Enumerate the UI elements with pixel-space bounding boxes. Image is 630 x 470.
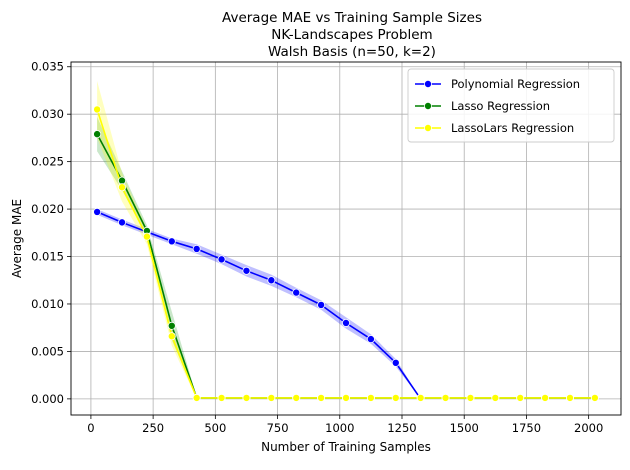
- series-2-point: [491, 393, 500, 402]
- series-1-point: [93, 130, 102, 139]
- legend: Polynomial Regression Lasso Regression Las…: [407, 68, 615, 143]
- legend-entry-label: Polynomial Regression: [451, 77, 580, 91]
- series-2-point: [391, 393, 400, 402]
- y-tick-label: 0.030: [31, 107, 64, 121]
- series-1-band: [97, 117, 595, 399]
- series-2-point: [441, 393, 450, 402]
- series-2-point: [516, 393, 525, 402]
- series-0-point: [242, 266, 251, 275]
- title-line-2: NK-Landscapes Problem: [271, 27, 432, 43]
- series-0-point: [217, 255, 226, 264]
- x-tick-label: 2000: [574, 421, 603, 435]
- series-2-point: [118, 183, 127, 192]
- x-tick-label: 1000: [325, 421, 354, 435]
- series-2-point: [590, 393, 599, 402]
- x-axis-ticks: 0 250 500 750 1000 1250 1500 1750 2000: [87, 415, 603, 435]
- y-axis-label: Average MAE: [10, 199, 24, 278]
- series-0-point: [192, 244, 201, 253]
- x-tick-label: 1250: [387, 421, 416, 435]
- series-1-line: [96, 133, 595, 399]
- series-2-point: [267, 393, 276, 402]
- series-2-line: [96, 109, 595, 399]
- series-1-point: [167, 321, 176, 330]
- series-0-point: [391, 358, 400, 367]
- title-line-3: Walsh Basis (n=50, k=2): [268, 44, 436, 60]
- y-tick-label: 0.020: [31, 202, 64, 216]
- y-tick-label: 0.005: [31, 344, 64, 358]
- plot-frame: [70, 61, 622, 416]
- y-tick-label: 0.015: [31, 250, 64, 264]
- y-tick-label: 0.000: [31, 392, 64, 406]
- series-0-point: [366, 335, 375, 344]
- series-2-point: [541, 393, 550, 402]
- series-0-point: [118, 218, 127, 227]
- y-tick-label: 0.025: [31, 155, 64, 169]
- y-axis-ticks: 0.000 0.005 0.010 0.015 0.020 0.025 0.030 0.035: [31, 60, 71, 406]
- series-2-point: [466, 393, 475, 402]
- chart-title: Average MAE vs Training Sample Sizes NK-…: [222, 10, 482, 60]
- legend-entry-label: LassoLars Regression: [451, 121, 574, 135]
- series-2-point: [217, 393, 226, 402]
- series-0-point: [341, 318, 350, 327]
- series-0-point: [267, 276, 276, 285]
- x-tick-label: 250: [142, 421, 164, 435]
- legend-box: [407, 68, 615, 143]
- x-tick-label: 0: [87, 421, 94, 435]
- legend-swatch-marker: [423, 102, 432, 111]
- y-tick-label: 0.010: [31, 297, 64, 311]
- series-2-point: [93, 105, 102, 114]
- x-tick-label: 750: [267, 421, 289, 435]
- series-0-point: [317, 300, 326, 309]
- series-0-line: [96, 211, 422, 400]
- x-tick-label: 500: [204, 421, 226, 435]
- series-2-point: [292, 393, 301, 402]
- legend-swatch-marker: [423, 80, 432, 89]
- grid: [71, 62, 621, 415]
- series-0-point: [167, 237, 176, 246]
- series-2-point: [242, 393, 251, 402]
- series-0-point: [292, 288, 301, 297]
- x-tick-label: 1750: [512, 421, 541, 435]
- x-tick-label: 1500: [450, 421, 479, 435]
- y-tick-label: 0.035: [31, 60, 64, 74]
- legend-entry-label: Lasso Regression: [451, 99, 550, 113]
- series-2-point: [192, 393, 201, 402]
- series-2-point: [366, 393, 375, 402]
- series-2-point: [565, 393, 574, 402]
- series-2-point: [341, 393, 350, 402]
- series-0-point: [93, 207, 102, 216]
- series-2-point: [317, 393, 326, 402]
- series-lines: [96, 109, 595, 400]
- series-2-point: [167, 332, 176, 341]
- title-line-1: Average MAE vs Training Sample Sizes: [222, 10, 482, 26]
- series-1-point: [118, 176, 127, 185]
- series-2-point: [416, 393, 425, 402]
- legend-swatch-marker: [423, 124, 432, 133]
- series-markers: [93, 105, 599, 402]
- series-2-point: [142, 232, 151, 241]
- x-axis-label: Number of Training Samples: [261, 440, 431, 454]
